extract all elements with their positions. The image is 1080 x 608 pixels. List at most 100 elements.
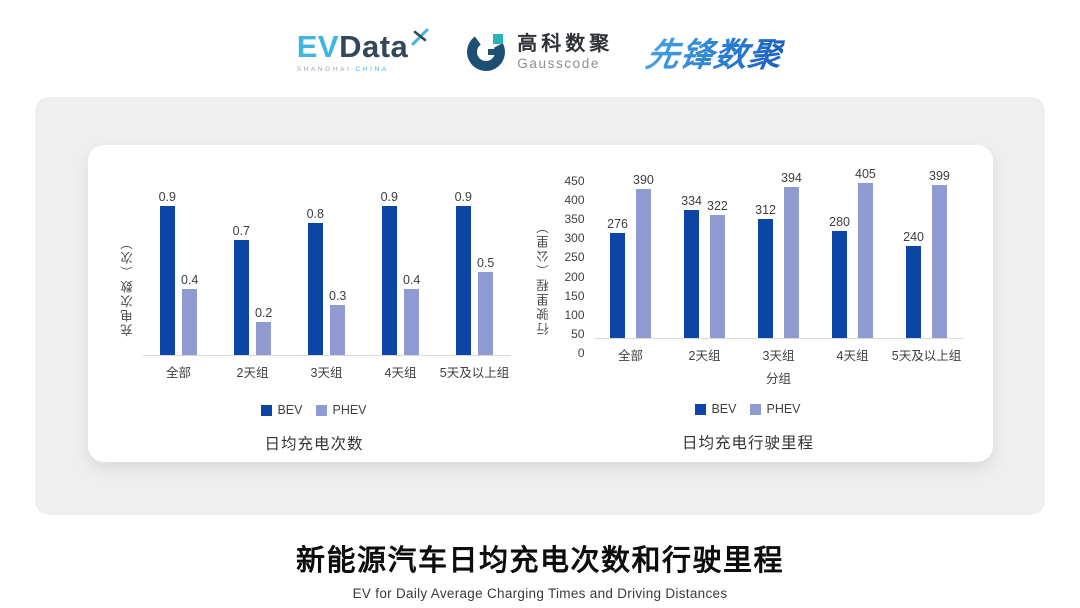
legend-label: BEV xyxy=(277,403,303,417)
y-tick-label: 300 xyxy=(564,231,585,246)
bar-phev xyxy=(709,215,725,338)
category-label: 2天组 xyxy=(688,349,721,363)
bar-wrap: 0.9 xyxy=(455,190,472,355)
bar-wrap: 0.3 xyxy=(329,289,346,355)
bars-row: 0.9 0.4 0.7 0.2 0.8 0.3 0.9 0.4 0.9 0.5 xyxy=(142,190,511,356)
evdata-logo: EV Data SHANGHAI CHINA xyxy=(296,28,431,73)
bar-wrap: 405 xyxy=(855,167,876,338)
category-label: 3天组 xyxy=(310,366,343,380)
category-label: 4天组 xyxy=(836,349,869,363)
evdata-spark-icon xyxy=(411,28,429,45)
bar-bev xyxy=(610,233,626,338)
bar-wrap: 399 xyxy=(929,169,950,338)
bar-wrap: 0.7 xyxy=(233,224,250,355)
bar-value-label: 394 xyxy=(781,170,802,185)
legend-swatch-phev xyxy=(750,403,762,415)
chart-daily-charging-times: 充电次数（次） 0.9 0.4 0.7 0.2 0.8 0.3 0.9 0.4 0.9 0.5 全… xyxy=(118,165,511,453)
bar-wrap: 390 xyxy=(633,173,654,338)
bar-value-label: 0.3 xyxy=(329,288,347,303)
legend-item: BEV xyxy=(261,403,302,417)
bar-group: 0.8 0.3 xyxy=(291,207,363,355)
bar-group: 0.9 0.4 xyxy=(143,190,215,355)
legend-swatch-bev xyxy=(261,404,273,416)
bar-value-label: 390 xyxy=(633,172,654,187)
bar-value-label: 0.7 xyxy=(232,223,250,238)
bar-bev xyxy=(906,246,922,338)
bar-group: 240 399 xyxy=(891,169,963,338)
bar-phev xyxy=(256,322,272,355)
gausscode-logo: 高科数聚 Gausscode xyxy=(464,30,613,74)
bar-bev xyxy=(159,206,175,355)
gausscode-cn-text: 高科数聚 xyxy=(517,32,614,55)
bar-phev xyxy=(404,289,420,355)
y-tick-label: 200 xyxy=(564,269,585,284)
bar-group: 0.7 0.2 xyxy=(217,224,289,355)
bar-value-label: 240 xyxy=(903,229,924,244)
bar-wrap: 312 xyxy=(755,203,776,338)
chart-body: 充电次数（次） 0.9 0.4 0.7 0.2 0.8 0.3 0.9 0.4 0.9 0.5 全… xyxy=(118,190,511,381)
bar-value-label: 334 xyxy=(681,193,702,208)
legend: BEV PHEV xyxy=(118,403,511,417)
gausscode-en-text: Gausscode xyxy=(517,55,600,71)
bar-wrap: 394 xyxy=(781,171,802,338)
y-tick-label: 450 xyxy=(564,174,585,188)
categories-row: 全部 2天组 3天组 4天组 5天及以上组 xyxy=(143,362,511,381)
bar-value-label: 322 xyxy=(707,198,728,213)
pioneer-wordmark: 先锋数聚 xyxy=(643,28,787,76)
bar-value-label: 405 xyxy=(855,166,876,181)
category-label: 5天及以上组 xyxy=(891,349,962,363)
header-logos: EV Data SHANGHAI CHINA 高科数聚 Gausscode 先锋数… xyxy=(0,0,1080,97)
chart-title: 日均充电次数 xyxy=(264,436,364,453)
bar-wrap: 280 xyxy=(829,215,850,338)
evdata-wordmark: EV Data xyxy=(296,28,431,64)
y-tick-label: 350 xyxy=(564,212,585,227)
bar-value-label: 0.9 xyxy=(380,189,398,204)
chart-daily-driving-distance: 行驶里程（公里） 0 50 100 150 200 250 300 350 400 450 276… xyxy=(534,165,963,452)
category-label: 5天及以上组 xyxy=(439,366,510,380)
gausscode-text: 高科数聚 Gausscode xyxy=(517,33,613,71)
bar-value-label: 276 xyxy=(607,216,628,231)
bar-phev xyxy=(857,183,873,338)
charts-panel: 充电次数（次） 0.9 0.4 0.7 0.2 0.8 0.3 0.9 0.4 0.9 0.5 全… xyxy=(35,97,1045,515)
legend: BEV PHEV xyxy=(534,402,963,416)
bar-bev xyxy=(233,240,249,355)
legend-swatch-phev xyxy=(316,404,328,416)
plot-area: 0.9 0.4 0.7 0.2 0.8 0.3 0.9 0.4 0.9 0.5 全部 2天组 3天组 4… xyxy=(142,190,511,381)
evdata-ev-text: EV xyxy=(296,28,340,64)
y-axis-label: 充电次数（次） xyxy=(120,235,135,337)
bar-value-label: 0.9 xyxy=(158,189,176,204)
bar-wrap: 0.5 xyxy=(477,256,494,355)
evdata-subtitle: SHANGHAI CHINA xyxy=(297,66,431,73)
bar-wrap: 322 xyxy=(707,199,728,338)
categories-row: 全部 2天组 3天组 4天组 5天及以上组 xyxy=(595,345,963,364)
chart-body: 行驶里程（公里） 0 50 100 150 200 250 300 350 400 450 276… xyxy=(534,167,963,387)
bar-value-label: 0.9 xyxy=(454,189,472,204)
bar-bev xyxy=(684,210,700,338)
legend-item: PHEV xyxy=(750,402,801,416)
y-axis-label: 行驶里程（公里） xyxy=(536,219,551,335)
bar-wrap: 276 xyxy=(607,217,628,338)
y-tick-label: 0 xyxy=(577,346,585,360)
legend-item: BEV xyxy=(695,402,736,416)
plot-area: 276 390 334 322 312 394 280 405 240 399 全部 2天组 3天组 4… xyxy=(594,167,963,387)
bar-bev xyxy=(832,231,848,338)
bar-bev xyxy=(381,206,397,355)
bar-bev xyxy=(758,219,774,338)
y-tick-label: 50 xyxy=(571,326,585,341)
bar-phev xyxy=(182,289,198,355)
evdata-data-text: Data xyxy=(339,28,409,64)
bar-wrap: 0.4 xyxy=(403,273,420,355)
category-label: 4天组 xyxy=(384,366,417,380)
y-tick-label: 250 xyxy=(564,250,585,265)
bar-value-label: 0.5 xyxy=(477,255,495,270)
bar-wrap: 0.2 xyxy=(255,306,272,355)
bar-phev xyxy=(330,305,346,355)
evdata-china-text: CHINA xyxy=(355,65,389,73)
bar-wrap: 0.9 xyxy=(381,190,398,355)
bar-phev xyxy=(783,187,799,338)
bar-wrap: 0.8 xyxy=(307,207,324,355)
gausscode-g-icon xyxy=(467,32,506,71)
legend-label: PHEV xyxy=(332,403,367,417)
bar-wrap: 0.9 xyxy=(159,190,176,355)
bar-value-label: 399 xyxy=(929,168,950,183)
